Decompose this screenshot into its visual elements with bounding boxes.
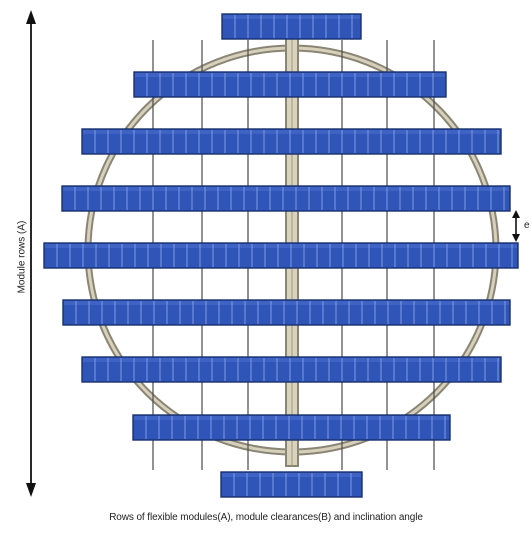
module-rows-arrow [26, 10, 36, 497]
module-rows-label-text: Module rows (A) [16, 220, 28, 294]
module-row [220, 471, 363, 498]
module-row-highlight [83, 130, 500, 134]
module-row-highlight [222, 473, 361, 477]
module-row-highlight [45, 244, 517, 248]
clearance-indicator [512, 210, 520, 242]
module-row-highlight [134, 416, 449, 420]
module-row [62, 299, 511, 326]
clearance-label: e [524, 220, 530, 231]
module-row [133, 71, 447, 98]
module-row-highlight [64, 301, 509, 305]
module-row [43, 242, 519, 269]
module-row [221, 13, 362, 40]
module-row-highlight [63, 187, 509, 191]
module-row [132, 414, 451, 441]
module-row-highlight [223, 15, 360, 19]
module-row-highlight [83, 358, 500, 362]
module-rows [43, 13, 519, 498]
module-row [81, 128, 502, 155]
diagram-caption: Rows of flexible modules(A), module clea… [109, 512, 423, 523]
module-row [61, 185, 511, 212]
module-row [81, 356, 502, 383]
